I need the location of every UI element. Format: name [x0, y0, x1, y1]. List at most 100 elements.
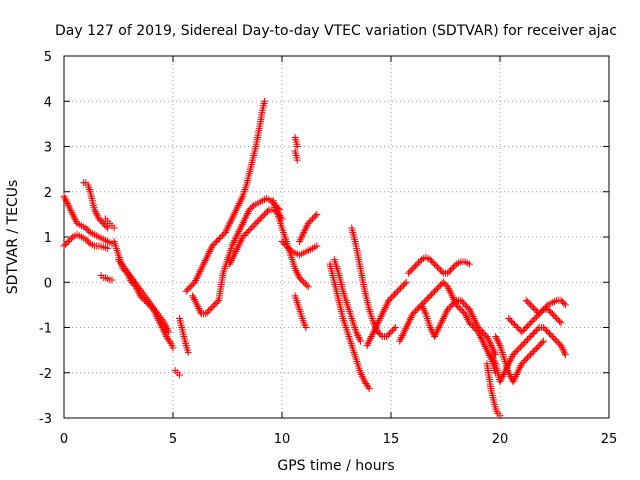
data-point — [455, 304, 463, 312]
data-point — [528, 302, 536, 310]
data-point — [226, 260, 234, 268]
data-point — [166, 338, 174, 346]
data-point — [422, 296, 430, 304]
data-point — [195, 304, 203, 312]
data-point — [483, 346, 491, 354]
data-point — [118, 261, 126, 269]
data-point — [70, 214, 78, 222]
data-point — [108, 276, 116, 284]
data-point — [388, 327, 396, 335]
data-point — [557, 342, 565, 350]
x-tick-label: 0 — [60, 432, 68, 447]
data-point — [525, 320, 533, 328]
data-point — [247, 204, 255, 212]
data-point — [162, 323, 170, 331]
data-point — [476, 325, 484, 333]
data-point — [509, 378, 517, 386]
data-point — [159, 317, 167, 325]
data-point — [244, 209, 252, 217]
data-point — [407, 314, 415, 322]
data-point — [524, 322, 532, 330]
data-point — [465, 305, 473, 313]
data-point — [246, 225, 254, 233]
data-point — [70, 212, 78, 220]
data-point — [550, 311, 558, 319]
data-point — [247, 224, 255, 232]
data-point — [490, 356, 498, 364]
data-point — [373, 322, 381, 330]
data-point — [541, 304, 549, 312]
data-point — [548, 310, 556, 318]
data-point — [143, 295, 151, 303]
data-point — [163, 324, 171, 332]
data-point — [540, 305, 548, 313]
data-point — [383, 333, 391, 341]
data-point — [528, 317, 536, 325]
data-point — [534, 325, 542, 333]
data-point — [353, 330, 361, 338]
data-point — [458, 307, 466, 315]
data-point — [448, 301, 456, 309]
data-point — [406, 315, 414, 323]
data-point — [521, 325, 529, 333]
data-point — [135, 285, 143, 293]
data-point — [461, 301, 469, 309]
x-axis-ticks: 0 5 10 15 20 25 — [60, 56, 617, 447]
data-point — [210, 241, 218, 249]
data-point — [217, 233, 225, 241]
data-point — [202, 255, 210, 263]
data-point — [227, 218, 235, 226]
data-point — [99, 219, 107, 227]
data-point — [196, 308, 204, 316]
data-point — [67, 207, 75, 215]
data-point — [366, 336, 374, 344]
data-point — [380, 307, 388, 315]
data-point — [367, 333, 375, 341]
data-point — [69, 210, 77, 218]
data-point — [234, 201, 242, 209]
data-point — [202, 310, 210, 318]
data-point — [527, 351, 535, 359]
data-point — [512, 372, 520, 380]
data-point — [522, 337, 530, 345]
y-tick-label: 2 — [44, 186, 52, 201]
data-point — [68, 209, 76, 217]
data-point — [72, 218, 80, 226]
data-point — [62, 196, 70, 204]
data-point — [310, 213, 318, 221]
data-point — [291, 265, 299, 273]
data-point — [519, 358, 527, 366]
data-point — [426, 292, 434, 300]
data-point — [544, 328, 552, 336]
data-point — [138, 288, 146, 296]
data-point — [514, 367, 522, 375]
data-point — [540, 324, 548, 331]
data-point — [436, 322, 444, 330]
data-point — [447, 290, 455, 298]
data-point — [232, 233, 240, 241]
data-point — [481, 343, 489, 351]
data-points — [60, 97, 569, 420]
data-point — [297, 234, 305, 242]
data-point — [476, 332, 484, 340]
data-point — [294, 270, 302, 278]
data-point — [444, 305, 452, 313]
data-point — [237, 224, 245, 232]
data-point — [511, 374, 519, 382]
data-point — [466, 307, 474, 315]
data-point — [375, 330, 383, 338]
data-point — [431, 333, 439, 341]
data-point — [121, 265, 129, 273]
data-point — [295, 238, 303, 246]
data-point — [194, 271, 202, 279]
data-point — [472, 318, 480, 326]
data-point — [378, 311, 386, 319]
data-point — [313, 210, 321, 218]
data-point — [449, 299, 457, 307]
data-point — [409, 265, 417, 273]
data-point — [93, 211, 101, 219]
data-point — [529, 330, 537, 338]
data-point — [557, 296, 565, 304]
data-point — [377, 313, 385, 321]
data-point — [386, 295, 394, 303]
